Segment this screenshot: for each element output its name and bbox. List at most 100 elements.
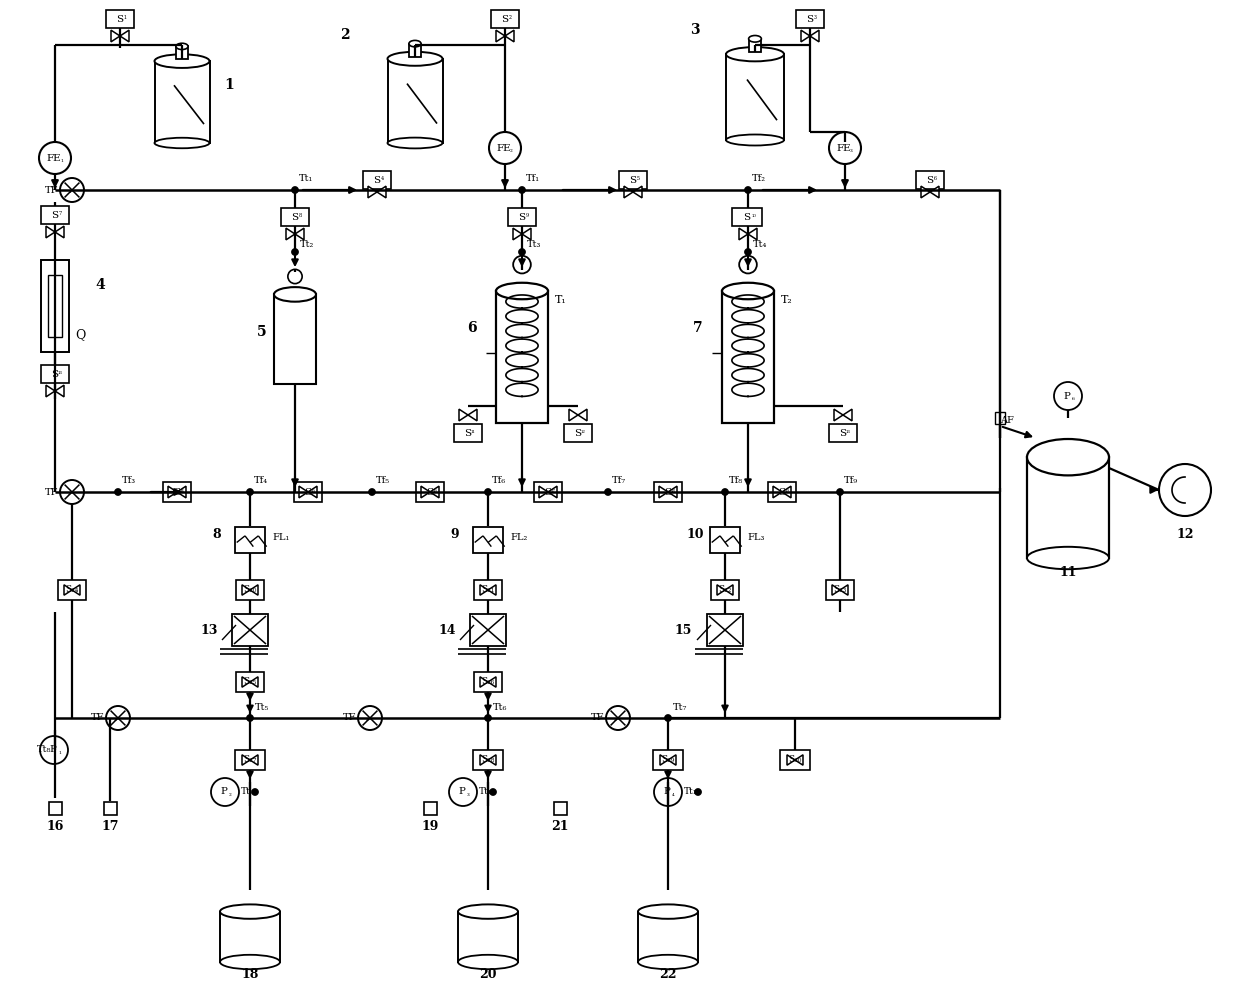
- Text: TF: TF: [342, 713, 356, 722]
- Bar: [458, 911, 518, 962]
- Ellipse shape: [274, 287, 316, 302]
- Text: S₂₉: S₂₉: [662, 756, 675, 765]
- Ellipse shape: [722, 283, 774, 299]
- Text: S₂₃: S₂₃: [834, 585, 846, 595]
- Polygon shape: [668, 486, 676, 498]
- Text: Q: Q: [76, 329, 85, 341]
- Bar: [653, 750, 683, 770]
- Bar: [722, 291, 774, 423]
- Bar: [41, 206, 69, 224]
- Text: TF: TF: [45, 488, 58, 497]
- Text: AF: AF: [1000, 415, 1014, 425]
- Polygon shape: [717, 584, 725, 596]
- Bar: [711, 580, 738, 600]
- Polygon shape: [513, 228, 522, 239]
- Text: Tt₄: Tt₄: [753, 239, 767, 248]
- Bar: [491, 10, 519, 28]
- Bar: [235, 750, 265, 770]
- Bar: [768, 482, 795, 502]
- Polygon shape: [782, 486, 790, 498]
- Text: 5: 5: [256, 325, 266, 339]
- Text: FE: FE: [497, 144, 512, 153]
- Text: 4: 4: [95, 278, 105, 292]
- Circle shape: [211, 778, 239, 806]
- Circle shape: [449, 778, 477, 806]
- Ellipse shape: [726, 135, 784, 146]
- Polygon shape: [921, 186, 930, 198]
- Polygon shape: [660, 754, 668, 766]
- Text: Tf₈: Tf₈: [729, 476, 743, 485]
- Text: Tf₃: Tf₃: [121, 476, 136, 485]
- Text: FE: FE: [836, 144, 851, 153]
- Polygon shape: [659, 486, 668, 498]
- Text: ₄: ₄: [366, 715, 369, 723]
- Bar: [388, 58, 442, 143]
- Polygon shape: [55, 226, 64, 237]
- Polygon shape: [548, 486, 558, 498]
- Bar: [107, 10, 134, 28]
- Bar: [363, 171, 392, 189]
- Text: ₃: ₃: [467, 790, 470, 798]
- Bar: [726, 54, 784, 140]
- Text: 16: 16: [46, 820, 63, 833]
- Text: S₃₀: S₃₀: [788, 756, 802, 765]
- Bar: [829, 424, 857, 442]
- Ellipse shape: [155, 138, 209, 148]
- Text: S: S: [291, 212, 299, 221]
- Polygon shape: [120, 30, 129, 42]
- Circle shape: [252, 789, 259, 796]
- Polygon shape: [569, 409, 579, 421]
- Polygon shape: [242, 677, 250, 687]
- Text: 21: 21: [551, 820, 569, 833]
- Polygon shape: [479, 584, 488, 596]
- Polygon shape: [46, 385, 55, 396]
- Polygon shape: [668, 754, 676, 766]
- Bar: [274, 295, 316, 384]
- Polygon shape: [286, 228, 295, 239]
- Bar: [554, 802, 566, 815]
- Circle shape: [52, 746, 58, 753]
- Text: Tt₆: Tt₆: [493, 703, 508, 712]
- Polygon shape: [833, 584, 840, 596]
- Text: Tt₈: Tt₈: [37, 745, 51, 754]
- Polygon shape: [177, 486, 186, 498]
- Bar: [826, 580, 854, 600]
- Text: P: P: [1063, 391, 1070, 400]
- Text: ₃: ₃: [114, 715, 116, 723]
- Circle shape: [484, 489, 492, 496]
- Polygon shape: [843, 409, 852, 421]
- Polygon shape: [377, 186, 387, 198]
- Circle shape: [291, 186, 299, 193]
- Circle shape: [287, 270, 302, 284]
- Polygon shape: [479, 754, 488, 766]
- Polygon shape: [169, 486, 177, 498]
- Text: S: S: [927, 175, 933, 184]
- Text: 8: 8: [212, 528, 221, 541]
- Text: Tf₉: Tf₉: [844, 476, 859, 485]
- Text: S: S: [426, 488, 434, 497]
- Bar: [470, 614, 506, 646]
- Bar: [564, 424, 592, 442]
- Text: S₂₀: S₂₀: [243, 585, 256, 595]
- Circle shape: [606, 706, 629, 730]
- Circle shape: [695, 789, 701, 796]
- Polygon shape: [488, 677, 496, 687]
- Circle shape: [358, 706, 382, 730]
- Text: ₂: ₂: [68, 489, 71, 497]
- Text: S: S: [629, 175, 637, 184]
- Circle shape: [107, 706, 130, 730]
- Text: ₃: ₃: [814, 13, 817, 21]
- Text: Tf₄: Tf₄: [254, 476, 268, 485]
- Polygon shape: [787, 754, 795, 766]
- Text: ₁: ₁: [59, 156, 63, 164]
- Polygon shape: [773, 486, 782, 498]
- Text: S: S: [544, 488, 551, 497]
- Circle shape: [721, 489, 729, 496]
- Text: ₁₄: ₁₄: [180, 488, 185, 493]
- Text: 7: 7: [693, 321, 703, 335]
- Ellipse shape: [1027, 439, 1109, 476]
- Polygon shape: [46, 226, 55, 237]
- Text: P: P: [221, 788, 228, 797]
- Text: T₂: T₂: [781, 295, 793, 305]
- Bar: [473, 527, 503, 553]
